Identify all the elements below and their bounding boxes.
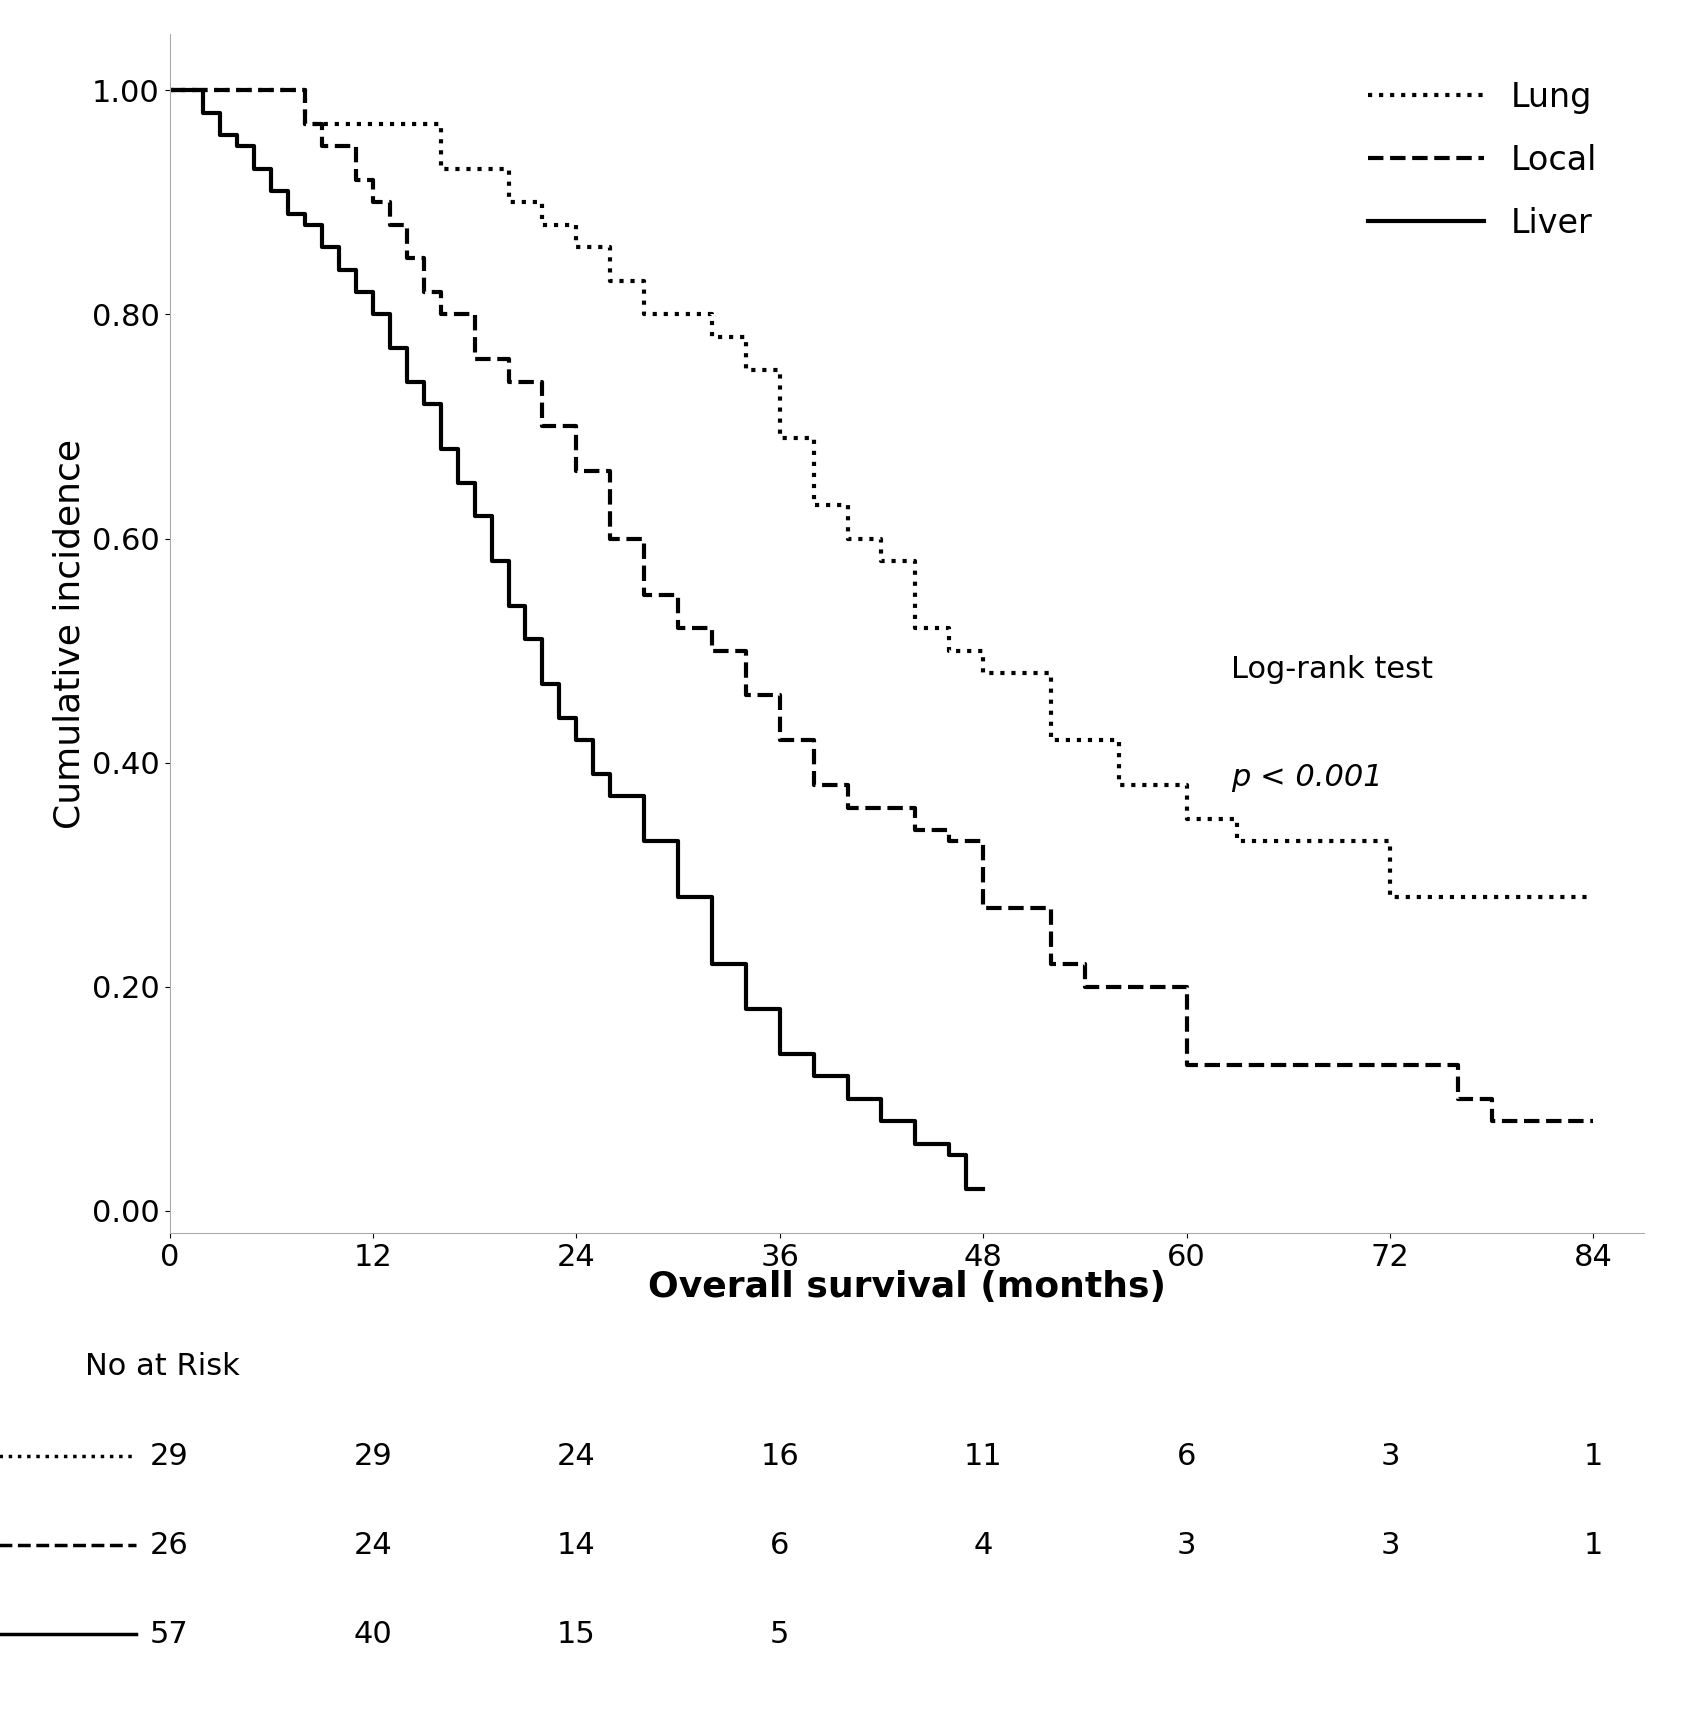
Text: 15: 15 — [558, 1620, 595, 1648]
Text: No at Risk: No at Risk — [85, 1353, 239, 1381]
Point — [125, 1624, 146, 1644]
Text: 6: 6 — [1176, 1442, 1197, 1470]
Text: 3: 3 — [1176, 1531, 1197, 1559]
Text: 57: 57 — [151, 1620, 188, 1648]
Text: 11: 11 — [964, 1442, 1002, 1470]
Text: 16: 16 — [761, 1442, 798, 1470]
Text: p < 0.001: p < 0.001 — [1231, 764, 1383, 791]
Text: 3: 3 — [1380, 1531, 1400, 1559]
Text: 1: 1 — [1583, 1442, 1603, 1470]
Y-axis label: Cumulative incidence: Cumulative incidence — [53, 439, 86, 829]
Point — [125, 1535, 146, 1555]
Text: 24: 24 — [558, 1442, 595, 1470]
Text: 3: 3 — [1380, 1442, 1400, 1470]
Text: Overall survival (months): Overall survival (months) — [647, 1269, 1166, 1304]
Text: Log-rank test: Log-rank test — [1231, 656, 1434, 683]
Text: 29: 29 — [354, 1442, 392, 1470]
Text: 24: 24 — [354, 1531, 392, 1559]
Text: 26: 26 — [151, 1531, 188, 1559]
Point — [125, 1446, 146, 1466]
Text: 4: 4 — [973, 1531, 993, 1559]
Legend: Lung, Local, Liver: Lung, Local, Liver — [1354, 67, 1610, 254]
Text: 1: 1 — [1583, 1531, 1603, 1559]
Text: 14: 14 — [558, 1531, 595, 1559]
Text: 29: 29 — [151, 1442, 188, 1470]
Text: 5: 5 — [770, 1620, 790, 1648]
Text: 40: 40 — [354, 1620, 392, 1648]
Text: 6: 6 — [770, 1531, 790, 1559]
